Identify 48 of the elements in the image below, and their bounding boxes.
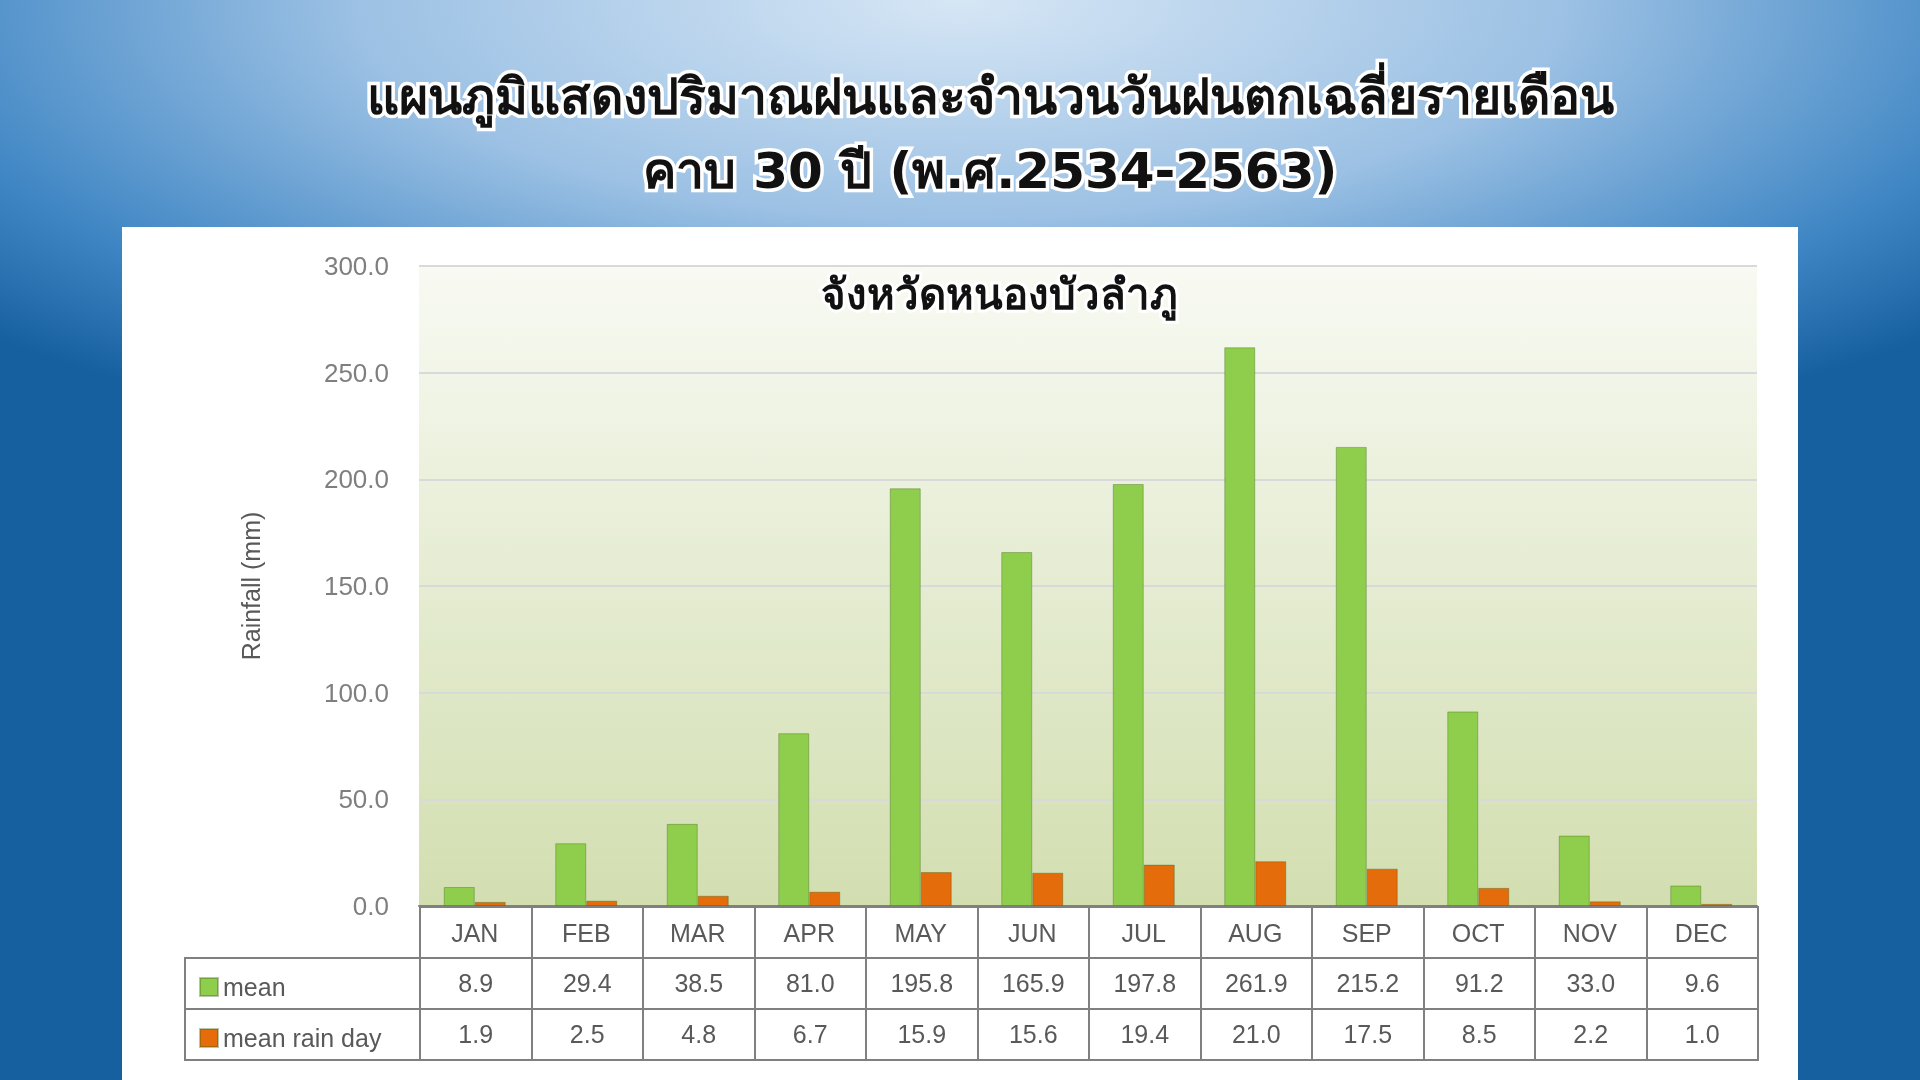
- y-tick-label: 50.0: [338, 784, 389, 815]
- data-label: 1.9: [419, 1008, 533, 1061]
- data-label: 8.9: [419, 957, 533, 1010]
- data-label: 6.7: [753, 1008, 867, 1061]
- data-label: 197.8: [1088, 957, 1202, 1010]
- data-label: 81.0: [753, 957, 867, 1010]
- chart-subtitle: จังหวัดหนองบัวลำภู: [820, 269, 1178, 321]
- data-label: 165.9: [976, 957, 1090, 1010]
- data-label: 8.5: [1422, 1008, 1536, 1061]
- x-tick-label: OCT: [1451, 918, 1505, 947]
- y-tick-label: 300.0: [323, 251, 389, 281]
- x-tick-label: SEP: [1341, 918, 1392, 947]
- data-label: 2.5: [530, 1008, 644, 1061]
- y-tick-label: 150.0: [323, 571, 389, 601]
- x-tick-label: DEC: [1674, 918, 1728, 947]
- data-label: 1.0: [1645, 1008, 1759, 1061]
- data-label: 15.6: [976, 1008, 1090, 1061]
- data-label: 29.4: [530, 957, 644, 1010]
- y-tick-label: 200.0: [323, 464, 389, 495]
- chart-title: แผนภูมิแสดงปริมาณฝนและจำนวนวันฝนตกเฉลี่ยรายเดือน คาบ 30 ปี (พ.ศ.2534-2563): [366, 62, 1614, 200]
- x-tick-label: JUL: [1121, 918, 1167, 947]
- data-label: 19.4: [1088, 1008, 1202, 1061]
- data-label: 215.2: [1311, 957, 1425, 1010]
- x-tick-label: MAR: [669, 918, 726, 947]
- data-label: 15.9: [865, 1008, 979, 1061]
- data-label: 33.0: [1534, 957, 1648, 1010]
- x-tick-label: JAN: [451, 918, 499, 947]
- data-label: 4.8: [642, 1008, 756, 1061]
- data-label: 17.5: [1311, 1008, 1425, 1061]
- y-tick-label: 250.0: [323, 357, 389, 388]
- data-label: 261.9: [1199, 957, 1313, 1010]
- x-tick-label: NOV: [1562, 918, 1618, 947]
- data-label: 195.8: [865, 957, 979, 1010]
- legend-label: mean: [223, 973, 286, 1001]
- x-tick-label: FEB: [561, 918, 611, 947]
- x-tick-label: MAY: [894, 918, 948, 947]
- x-tick-label: AUG: [1228, 918, 1283, 947]
- x-tick-label: APR: [783, 918, 835, 947]
- y-axis-title: Rainfall (mm): [236, 511, 265, 661]
- x-tick-label: JUN: [1007, 918, 1057, 947]
- data-label: 38.5: [642, 957, 756, 1010]
- data-label: 9.6: [1645, 957, 1759, 1010]
- data-label: 91.2: [1422, 957, 1536, 1010]
- data-label: 2.2: [1534, 1008, 1648, 1061]
- legend-label: mean rain day: [223, 1024, 382, 1052]
- y-tick-label: 100.0: [323, 677, 389, 708]
- y-tick-label: 0.0: [352, 891, 389, 921]
- data-label: 21.0: [1199, 1008, 1313, 1061]
